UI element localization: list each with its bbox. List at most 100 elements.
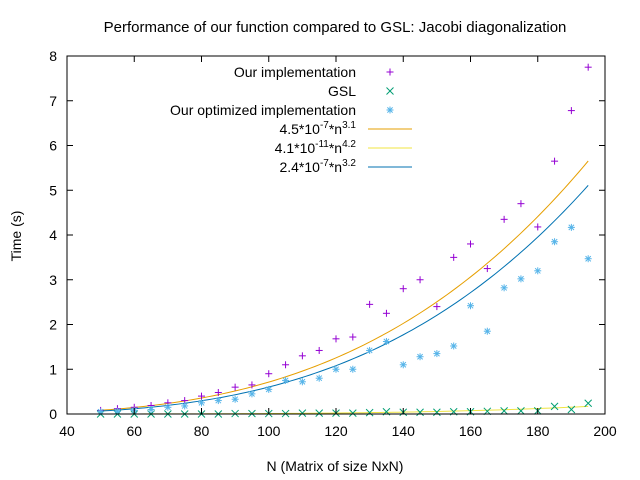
point-cross (517, 407, 525, 415)
marker-stroke (400, 361, 407, 368)
point-star (265, 385, 273, 393)
marker-stroke (417, 353, 424, 360)
x-tick-label: 80 (194, 423, 210, 439)
y-tick-label: 1 (49, 361, 57, 377)
marker-stroke (215, 397, 222, 404)
marker-stroke (501, 284, 508, 291)
marker-stroke (433, 408, 441, 417)
point-star (433, 350, 441, 358)
x-tick-label: 100 (257, 423, 281, 439)
point-plus (433, 303, 441, 311)
point-plus (534, 223, 542, 231)
point-cross (365, 408, 374, 417)
point-plus (332, 335, 340, 343)
marker-stroke (450, 343, 457, 349)
point-star (584, 255, 592, 263)
marker-stroke (585, 255, 592, 262)
y-tick-label: 6 (49, 138, 57, 154)
marker-stroke (366, 347, 373, 354)
marker-stroke (181, 402, 188, 409)
x-tick-label: 200 (593, 423, 617, 439)
point-cross (584, 399, 593, 408)
marker-stroke (164, 404, 171, 411)
x-axis-label: N (Matrix of size NxN) (267, 458, 404, 474)
point-plus (567, 107, 575, 115)
legend-label: Our optimized implementation (170, 102, 356, 118)
point-star (198, 399, 205, 407)
marker-stroke (550, 402, 559, 411)
y-axis-label: Time (s) (8, 211, 24, 262)
x-tick-label: 140 (392, 423, 416, 439)
point-star (399, 361, 407, 369)
point-cross (416, 408, 424, 417)
point-star (366, 346, 374, 354)
point-plus (298, 352, 306, 360)
legend-label: GSL (328, 83, 356, 99)
y-tick-label: 7 (49, 93, 57, 109)
point-star (282, 376, 290, 384)
x-tick-label: 60 (126, 423, 142, 439)
point-star (181, 402, 189, 410)
point-star (332, 365, 340, 373)
marker-stroke (316, 375, 323, 382)
point-plus (416, 276, 424, 284)
marker-stroke (365, 408, 374, 417)
point-star (567, 223, 575, 231)
point-plus (399, 285, 407, 293)
point-plus (517, 200, 525, 208)
point-cross (348, 409, 357, 417)
legend-label: Our implementation (234, 64, 356, 80)
y-tick-label: 2 (49, 317, 57, 333)
marker-stroke (298, 409, 307, 417)
point-star (517, 275, 525, 283)
legend-label: 4.1*10-11*n4.2 (275, 139, 357, 156)
marker-stroke (232, 396, 239, 403)
marker-stroke (534, 267, 541, 274)
point-plus (551, 157, 559, 165)
y-tick-label: 5 (49, 182, 57, 198)
point-star (164, 403, 172, 411)
point-cross (386, 87, 394, 95)
point-plus (265, 370, 273, 378)
x-tick-label: 180 (526, 423, 550, 439)
point-plus (231, 383, 239, 391)
y-tick-label: 0 (49, 406, 57, 422)
marker-stroke (517, 275, 524, 282)
point-plus (349, 333, 357, 341)
marker-stroke (383, 338, 390, 345)
marker-stroke (386, 87, 394, 95)
marker-stroke (349, 366, 356, 373)
point-star (382, 338, 390, 346)
x-tick-label: 40 (59, 423, 75, 439)
point-plus (248, 381, 256, 389)
point-plus (500, 215, 508, 223)
marker-stroke (248, 390, 255, 397)
marker-stroke (387, 107, 393, 113)
point-star (349, 365, 357, 373)
legend: Our implementation GSL Our optimized imple… (170, 64, 412, 175)
point-plus (282, 361, 290, 369)
axes: 40 60 80 100 120 140 160 180 200 0 1 2 3 4 5 6 7 8 (49, 48, 617, 439)
point-cross (298, 409, 307, 417)
chart-title: Performance of our function compared to … (104, 19, 567, 36)
point-cross (550, 402, 559, 411)
point-star (551, 238, 559, 246)
marker-stroke (568, 224, 575, 231)
point-star (214, 397, 222, 405)
marker-stroke (114, 408, 121, 415)
point-cross (500, 407, 508, 415)
marker-stroke (333, 366, 339, 373)
point-star (483, 327, 491, 335)
point-plus (386, 68, 394, 76)
marker-stroke (433, 350, 440, 357)
marker-stroke (416, 408, 424, 417)
marker-stroke (484, 328, 491, 335)
marker-stroke (265, 386, 272, 393)
point-star (231, 395, 239, 403)
point-plus (584, 63, 592, 71)
marker-stroke (584, 399, 593, 408)
point-plus (214, 389, 222, 397)
point-plus (450, 253, 458, 261)
x-tick-label: 160 (459, 423, 483, 439)
